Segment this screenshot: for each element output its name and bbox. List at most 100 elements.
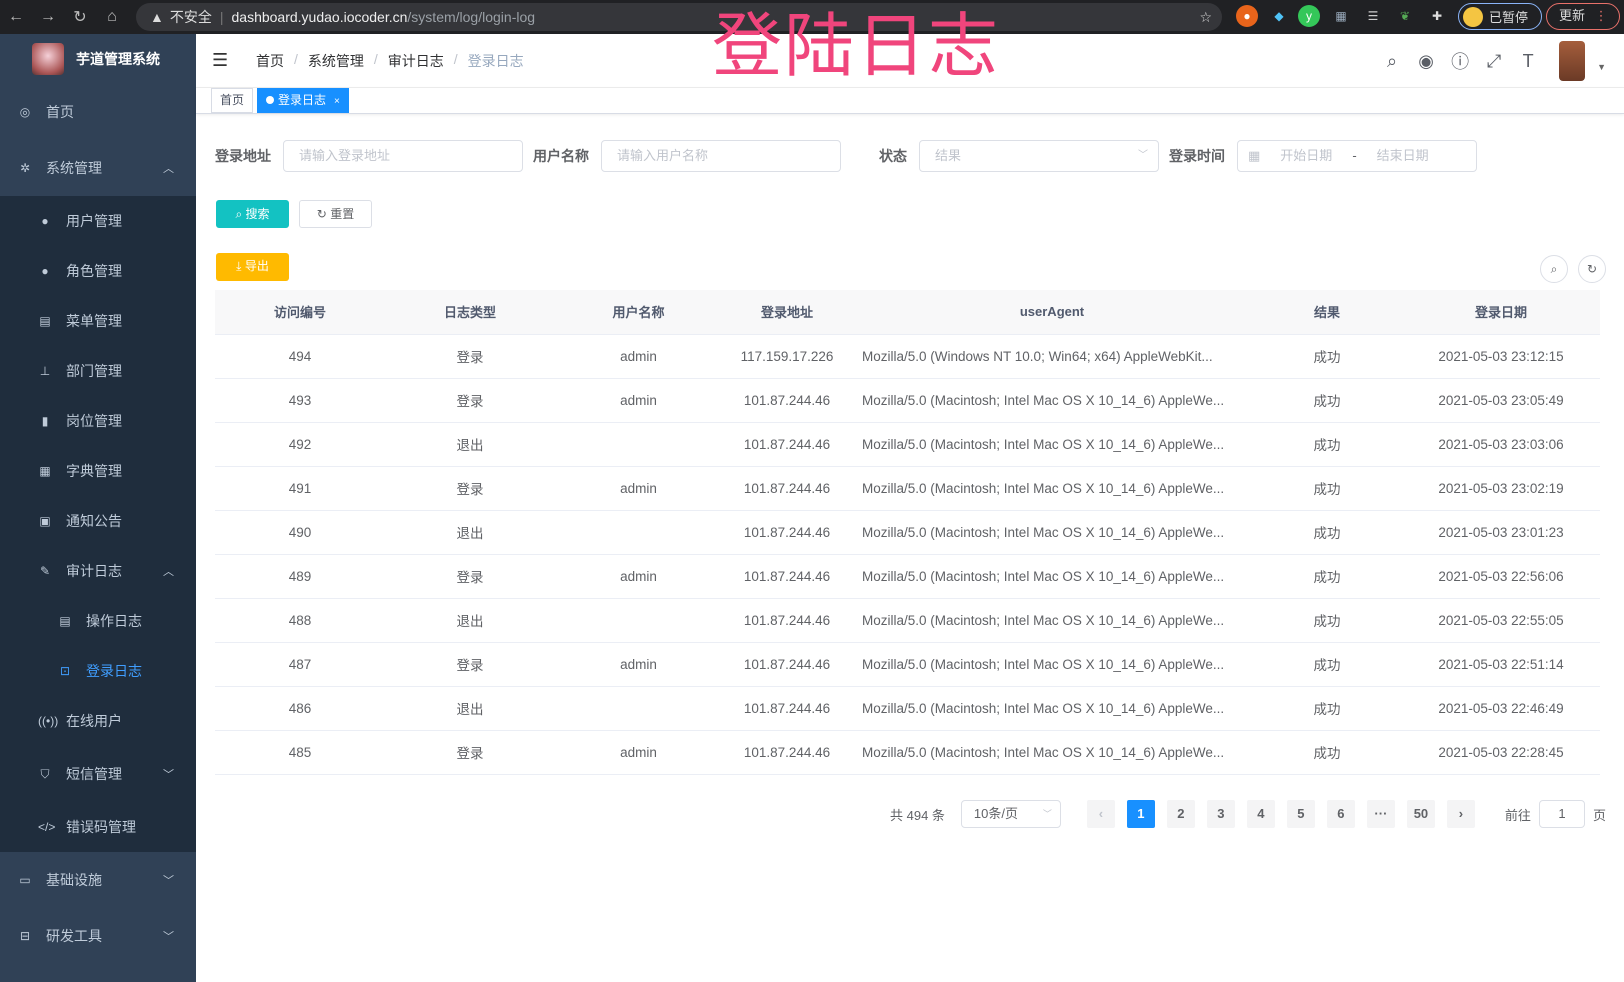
browser-toolbar: ← → ↻ ⌂ ▲ 不安全 | dashboard.yudao.iocoder.…: [0, 0, 1624, 34]
overlay-title: 登陆日志: [712, 5, 1000, 87]
extensions-puzzle-icon[interactable]: ✚: [1431, 9, 1443, 23]
toggle-search-button[interactable]: ⌕: [1540, 255, 1568, 283]
table-row[interactable]: 489 登录 admin 101.87.244.46 Mozilla/5.0 (Maci…: [215, 554, 1600, 599]
caret-down-icon[interactable]: ▼: [1597, 62, 1606, 72]
breadcrumb-item[interactable]: 系统管理: [307, 52, 364, 69]
sidebar-item-home[interactable]: ◎ 首页: [0, 84, 196, 140]
menu-label: 错误码管理: [66, 819, 136, 835]
extension-grid-icon[interactable]: ▦: [1335, 9, 1347, 23]
page-button[interactable]: 1: [1126, 800, 1155, 828]
username-input[interactable]: 请输入用户名称: [601, 140, 841, 172]
table-cell: 成功: [1252, 422, 1402, 467]
table-row[interactable]: 493 登录 admin 101.87.244.46 Mozilla/5.0 (Maci…: [215, 378, 1600, 423]
tag-login-log[interactable]: 登录日志 ×: [257, 88, 349, 113]
page-button[interactable]: 6: [1326, 800, 1355, 828]
sidebar-item-role[interactable]: ● 角色管理: [0, 246, 196, 296]
sidebar-item-login-log[interactable]: ⊡ 登录日志: [0, 646, 196, 696]
table-row[interactable]: 486 退出 101.87.244.46 Mozilla/5.0 (Macintosh…: [215, 686, 1600, 731]
table-cell: 491: [215, 466, 385, 511]
sidebar-logo[interactable]: 芋道管理系统: [0, 34, 196, 84]
sidebar-item-notice[interactable]: ▣ 通知公告: [0, 496, 196, 546]
menu-label: 菜单管理: [66, 313, 122, 329]
table-cell: admin: [555, 334, 722, 379]
page-button[interactable]: 2: [1166, 800, 1195, 828]
table-cell: 成功: [1252, 334, 1402, 379]
table-cell: 2021-05-03 22:46:49: [1402, 686, 1600, 731]
page-button[interactable]: 3: [1206, 800, 1235, 828]
table-row[interactable]: 492 退出 101.87.244.46 Mozilla/5.0 (Macintosh…: [215, 422, 1600, 467]
sidebar-item-menu[interactable]: ▤ 菜单管理: [0, 296, 196, 346]
extension-leaf-icon[interactable]: ❦: [1399, 9, 1411, 23]
table-row[interactable]: 485 登录 admin 101.87.244.46 Mozilla/5.0 (Maci…: [215, 730, 1600, 775]
sidebar-item-infra[interactable]: ▭ 基础设施 ﹀: [0, 852, 196, 908]
avatar[interactable]: [1559, 41, 1586, 81]
extension-diamond-icon[interactable]: ◆: [1274, 9, 1284, 23]
sidebar-item-dept[interactable]: ⊥ 部门管理: [0, 346, 196, 396]
column-header: 日志类型: [385, 290, 555, 335]
table-row[interactable]: 488 退出 101.87.244.46 Mozilla/5.0 (Macintosh…: [215, 598, 1600, 643]
menu-label: 短信管理: [66, 766, 122, 782]
home-icon[interactable]: ⌂: [107, 8, 117, 25]
prev-page-button[interactable]: ‹: [1086, 800, 1115, 828]
github-icon[interactable]: ◉: [1418, 50, 1434, 71]
sidebar-item-user[interactable]: ● 用户管理: [0, 196, 196, 246]
breadcrumb-item[interactable]: 审计日志: [387, 52, 444, 69]
update-button[interactable]: 更新 ⋮: [1546, 3, 1620, 30]
fullscreen-icon[interactable]: ⤢: [1486, 50, 1502, 71]
extension-y-icon[interactable]: y: [1298, 5, 1320, 27]
next-page-button[interactable]: ›: [1446, 800, 1475, 828]
help-icon[interactable]: ⓘ: [1451, 52, 1470, 72]
breadcrumb-item[interactable]: 首页: [256, 52, 284, 69]
gear-icon: ✲: [19, 161, 31, 175]
table-cell: 487: [215, 642, 385, 687]
extension-icon[interactable]: ●: [1236, 5, 1258, 27]
refresh-icon: ↻: [316, 207, 327, 221]
search-icon[interactable]: ⌕: [1387, 50, 1398, 71]
reset-button[interactable]: ↻ 重置: [299, 200, 372, 228]
sidebar-item-online[interactable]: ((•)) 在线用户: [0, 696, 196, 746]
sidebar-item-dict[interactable]: ▦ 字典管理: [0, 446, 196, 496]
sidebar-item-operate-log[interactable]: ▤ 操作日志: [0, 596, 196, 646]
table-cell: 2021-05-03 23:02:19: [1402, 466, 1600, 511]
profile-button[interactable]: 已暂停: [1458, 3, 1542, 30]
sidebar-item-tool[interactable]: ⊟ 研发工具 ﹀: [0, 908, 196, 964]
table-cell: admin: [555, 642, 722, 687]
page-button[interactable]: 5: [1286, 800, 1315, 828]
tags-view: 首页 登录日志 ×: [196, 88, 1624, 114]
status-select[interactable]: 结果 ﹀: [919, 140, 1159, 172]
address-bar[interactable]: ▲ 不安全 | dashboard.yudao.iocoder.cn/syste…: [136, 3, 1222, 31]
export-button[interactable]: ⤓ 导出: [216, 253, 289, 281]
extension-list-icon[interactable]: ☰: [1367, 9, 1379, 23]
menu-label: 首页: [46, 104, 74, 120]
bookmark-star-icon[interactable]: ☆: [1199, 8, 1212, 25]
sidebar-item-error-code[interactable]: </> 错误码管理: [0, 802, 196, 852]
hamburger-icon[interactable]: ☰: [212, 50, 229, 70]
sidebar-item-audit-log[interactable]: ✎ 审计日志 ︿: [0, 546, 196, 596]
refresh-button[interactable]: ↻: [1578, 255, 1606, 283]
sidebar-item-post[interactable]: ▮ 岗位管理: [0, 396, 196, 446]
column-header: 结果: [1252, 290, 1402, 335]
address-input[interactable]: 请输入登录地址: [283, 140, 523, 172]
search-form: 登录地址 请输入登录地址 用户名称 请输入用户名称 状态 结果 ﹀ 登录时间 ▦ 开…: [215, 140, 1477, 172]
close-icon[interactable]: ×: [334, 96, 340, 107]
tag-home[interactable]: 首页: [211, 88, 254, 113]
sidebar-item-system[interactable]: ✲ 系统管理 ︿: [0, 140, 196, 196]
goto-page-input[interactable]: 1: [1538, 800, 1585, 828]
page-size-select[interactable]: 10条/页 ﹀: [960, 800, 1061, 828]
logininfor-icon: ⊡: [59, 664, 71, 678]
back-icon[interactable]: ←: [8, 8, 24, 25]
search-button[interactable]: ⌕ 搜索: [216, 200, 289, 228]
page-button[interactable]: ···: [1366, 800, 1395, 828]
table-row[interactable]: 487 登录 admin 101.87.244.46 Mozilla/5.0 (Maci…: [215, 642, 1600, 687]
table-row[interactable]: 491 登录 admin 101.87.244.46 Mozilla/5.0 (Maci…: [215, 466, 1600, 511]
table-row[interactable]: 494 登录 admin 117.159.17.226 Mozilla/5.0 (Win…: [215, 334, 1600, 379]
font-size-icon[interactable]: T: [1522, 50, 1534, 71]
reload-icon[interactable]: ↻: [73, 9, 87, 26]
page-button[interactable]: 50: [1406, 800, 1435, 828]
table-row[interactable]: 490 退出 101.87.244.46 Mozilla/5.0 (Macintosh…: [215, 510, 1600, 555]
forward-icon[interactable]: →: [40, 8, 56, 25]
post-icon: ▮: [41, 414, 49, 428]
date-range-picker[interactable]: ▦ 开始日期 - 结束日期: [1237, 140, 1477, 172]
sidebar-item-sms[interactable]: ⛉ 短信管理 ﹀: [0, 746, 196, 802]
page-button[interactable]: 4: [1246, 800, 1275, 828]
